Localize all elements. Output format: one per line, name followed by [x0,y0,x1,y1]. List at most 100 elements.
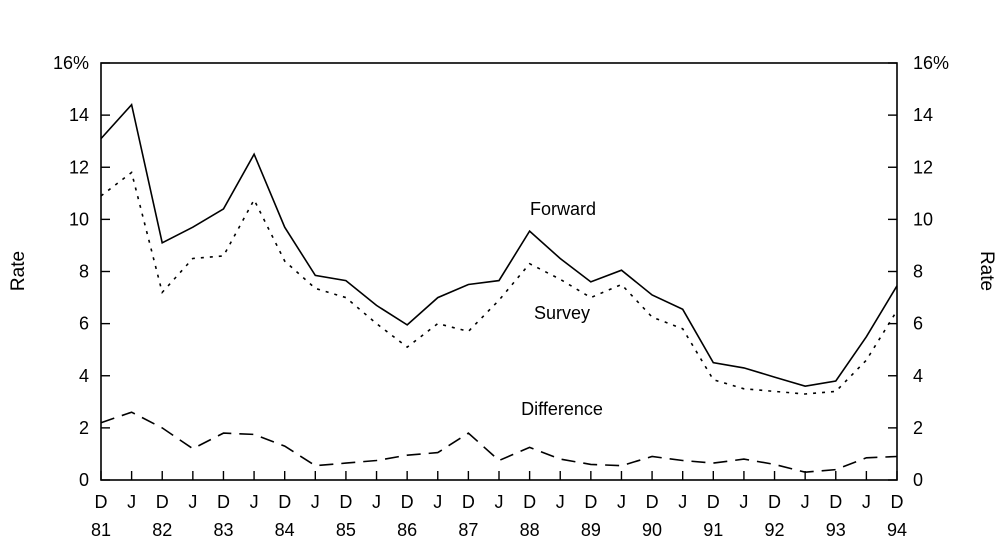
forward-series-label: Forward [530,199,596,219]
data-point-survey [559,279,561,281]
right-axis-title: Rate [976,251,997,291]
y-tick-label-right: 12 [913,157,933,177]
data-point-survey [161,292,163,294]
data-point-difference [896,456,898,458]
data-point-survey [468,331,470,333]
data-point-survey [866,359,868,361]
data-point-difference [468,432,470,434]
data-point-forward [131,104,133,106]
data-point-forward [774,376,776,378]
data-point-survey [529,263,531,265]
series-line-survey [100,171,898,395]
x-tick-label-year: 86 [397,520,417,540]
data-point-survey [743,388,745,390]
data-point-forward [590,281,592,283]
y-tick-label-left: 6 [79,314,89,334]
data-point-forward [100,138,102,140]
x-tick-label-month: J [862,492,871,512]
series-line-forward [100,103,898,388]
data-point-difference [713,462,715,464]
data-point-difference [774,464,776,466]
x-tick-label-month: J [495,492,504,512]
x-tick-label-month: D [829,492,842,512]
y-tick-label-left: 4 [79,366,89,386]
x-tick-label-month: J [617,492,626,512]
data-point-forward [192,226,194,228]
data-point-difference [682,460,684,462]
x-tick-label-month: D [156,492,169,512]
data-point-survey [774,391,776,393]
x-tick-label-year: 81 [91,520,111,540]
data-point-forward [835,380,837,382]
data-point-forward [376,305,378,307]
y-tick-label-left: 16% [53,53,89,73]
x-tick-label-year: 92 [765,520,785,540]
y-tick-label-left: 10 [69,209,89,229]
data-point-forward [345,280,347,282]
x-tick-label-month: D [401,492,414,512]
data-point-survey [590,297,592,299]
y-tick-label-right: 0 [913,470,923,490]
x-tick-label-month: J [433,492,442,512]
y-tick-label-right: 14 [913,105,933,125]
data-point-difference [651,456,653,458]
x-tick-label-year: 90 [642,520,662,540]
data-point-difference [590,464,592,466]
data-point-forward [651,294,653,296]
x-tick-label-month: D [339,492,352,512]
y-tick-label-left: 2 [79,418,89,438]
data-point-difference [804,471,806,473]
data-point-difference [498,460,500,462]
data-point-survey [713,379,715,381]
y-tick-label-left: 14 [69,105,89,125]
x-tick-label-year: 84 [275,520,295,540]
data-point-difference [529,447,531,449]
data-point-survey [896,310,898,312]
data-point-forward [406,324,408,326]
x-tick-label-month: D [95,492,108,512]
x-tick-label-year: 83 [213,520,233,540]
data-point-difference [100,422,102,424]
data-point-forward [866,336,868,338]
x-tick-label-month: D [768,492,781,512]
left-axis: 0 2 4 6 8 10 12 14 16% [53,53,110,490]
data-point-forward [315,275,317,277]
x-tick-label-year: 89 [581,520,601,540]
y-tick-label-right: 2 [913,418,923,438]
data-point-survey [223,255,225,257]
data-point-difference [621,465,623,467]
y-tick-label-left: 12 [69,157,89,177]
y-tick-label-right: 8 [913,262,923,282]
data-point-survey [406,346,408,348]
data-point-survey [315,288,317,290]
data-point-difference [559,458,561,460]
x-tick-label-month: J [801,492,810,512]
x-tick-label-month: D [462,492,475,512]
data-point-forward [161,242,163,244]
data-point-survey [284,260,286,262]
data-point-forward [284,226,286,228]
data-point-survey [651,316,653,318]
x-tick-label-month: J [678,492,687,512]
y-tick-label-right: 16% [913,53,949,73]
data-point-forward [804,385,806,387]
survey-series-label: Survey [534,303,590,323]
data-point-forward [896,285,898,287]
data-point-survey [835,391,837,393]
data-point-difference [253,434,255,436]
x-tick-label-month: J [188,492,197,512]
data-point-survey [192,258,194,260]
y-tick-label-left: 8 [79,262,89,282]
data-point-survey [376,323,378,325]
x-tick-label-month: D [217,492,230,512]
series-lines [100,103,898,474]
x-tick-label-month: D [523,492,536,512]
x-tick-label-year: 82 [152,520,172,540]
data-point-survey [621,284,623,286]
data-point-difference [835,469,837,471]
data-point-survey [345,297,347,299]
data-point-survey [131,172,133,174]
data-point-difference [406,454,408,456]
x-tick-label-month: D [584,492,597,512]
